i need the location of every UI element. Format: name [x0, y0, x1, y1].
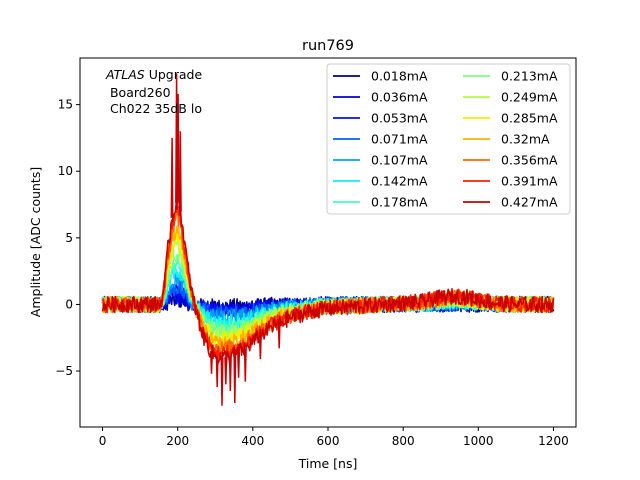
annotation-atlas: ATLAS: [105, 67, 145, 82]
legend-label: 0.32mA: [501, 132, 550, 147]
x-tick-label: 200: [166, 434, 189, 448]
legend-label: 0.071mA: [371, 132, 428, 147]
legend-label: 0.285mA: [501, 111, 558, 126]
legend-label: 0.018mA: [371, 69, 428, 84]
spike-12: [243, 348, 247, 382]
spike-7: [220, 357, 224, 406]
y-axis-ticks: −5 0 5 10 15: [55, 98, 80, 378]
x-tick-label: 1000: [463, 434, 494, 448]
y-tick-label: −5: [55, 364, 73, 378]
y-axis-label: Amplitude [ADC counts]: [28, 167, 43, 317]
spike-14: [277, 323, 281, 349]
y-tick-label: 5: [65, 231, 73, 245]
legend-label: 0.142mA: [371, 174, 428, 189]
legend-label: 0.427mA: [501, 195, 558, 210]
x-tick-label: 600: [317, 434, 340, 448]
spike-5: [210, 352, 214, 374]
spike-6: [215, 356, 219, 388]
chart-title: run769: [302, 38, 354, 54]
annotation-upgrade: Upgrade: [145, 67, 203, 82]
spike-13: [258, 335, 262, 360]
spike-layer: [170, 73, 281, 406]
x-tick-label: 400: [241, 434, 264, 448]
legend-label: 0.391mA: [501, 174, 558, 189]
legend-label: 0.249mA: [501, 90, 558, 105]
legend: 0.018mA 0.036mA 0.053mA 0.071mA 0.107mA 0.142…: [326, 63, 571, 215]
annotation-line-1: ATLAS Upgrade: [105, 67, 202, 82]
annotation-channel: Ch022 35dB lo: [106, 101, 202, 116]
spike-3: [176, 93, 180, 202]
atlas-annotation: ATLAS Upgrade Board260 Ch022 35dB lo: [105, 67, 202, 116]
x-tick-label: 800: [392, 434, 415, 448]
annotation-board: Board260: [106, 85, 171, 100]
legend-label: 0.213mA: [501, 69, 558, 84]
spike-11: [237, 351, 241, 378]
series-layer: [101, 193, 555, 366]
x-axis-label: Time [ns]: [298, 456, 358, 471]
y-tick-label: 10: [58, 164, 73, 178]
legend-label: 0.053mA: [371, 111, 428, 126]
legend-label: 0.107mA: [371, 153, 428, 168]
y-tick-label: 0: [65, 297, 73, 311]
legend-label: 0.356mA: [501, 153, 558, 168]
x-tick-label: 1200: [538, 434, 569, 448]
x-axis-ticks: 0 200 400 600 800 1000 1200: [99, 427, 569, 448]
y-tick-label: 15: [58, 98, 73, 112]
spike-1: [170, 137, 174, 218]
legend-label: 0.036mA: [371, 90, 428, 105]
spike-9: [228, 356, 232, 392]
legend-box: [326, 63, 571, 215]
spike-8: [224, 357, 228, 385]
legend-label: 0.178mA: [371, 195, 428, 210]
spike-4: [178, 131, 182, 212]
spike-10: [233, 353, 237, 404]
x-tick-label: 0: [99, 434, 107, 448]
